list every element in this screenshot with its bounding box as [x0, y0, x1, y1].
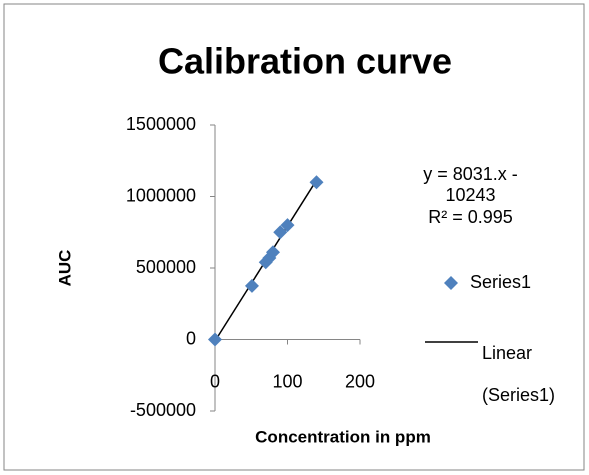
legend-trendline-label: Linear (Series1) — [482, 343, 556, 405]
point — [208, 332, 222, 347]
x-tick-label: 0 — [210, 371, 220, 391]
legend-label: Series1 — [470, 272, 531, 292]
y-tick-label: -500000 — [130, 400, 196, 420]
y-tick-label: 1500000 — [126, 114, 196, 134]
chart-border — [3, 3, 585, 471]
point — [273, 225, 288, 240]
point — [266, 245, 280, 260]
y-tick-label: 500000 — [136, 257, 196, 277]
y-tick-label: 0 — [186, 328, 196, 348]
chart-title: Calibration curve — [158, 41, 452, 82]
y-axis-title: AUC — [55, 250, 74, 287]
trendline-equation: y = 8031.x - 10243 — [423, 164, 518, 205]
point — [309, 175, 324, 190]
x-tick-label: 100 — [272, 371, 302, 391]
x-tick-label: 200 — [345, 371, 375, 391]
point — [244, 278, 259, 293]
point — [280, 218, 295, 233]
trendline-r-squared: R² = 0.995 — [428, 207, 513, 227]
x-axis-title: Concentration in ppm — [255, 427, 431, 446]
legend-marker — [444, 276, 458, 290]
y-tick-label: 1000000 — [126, 185, 196, 205]
